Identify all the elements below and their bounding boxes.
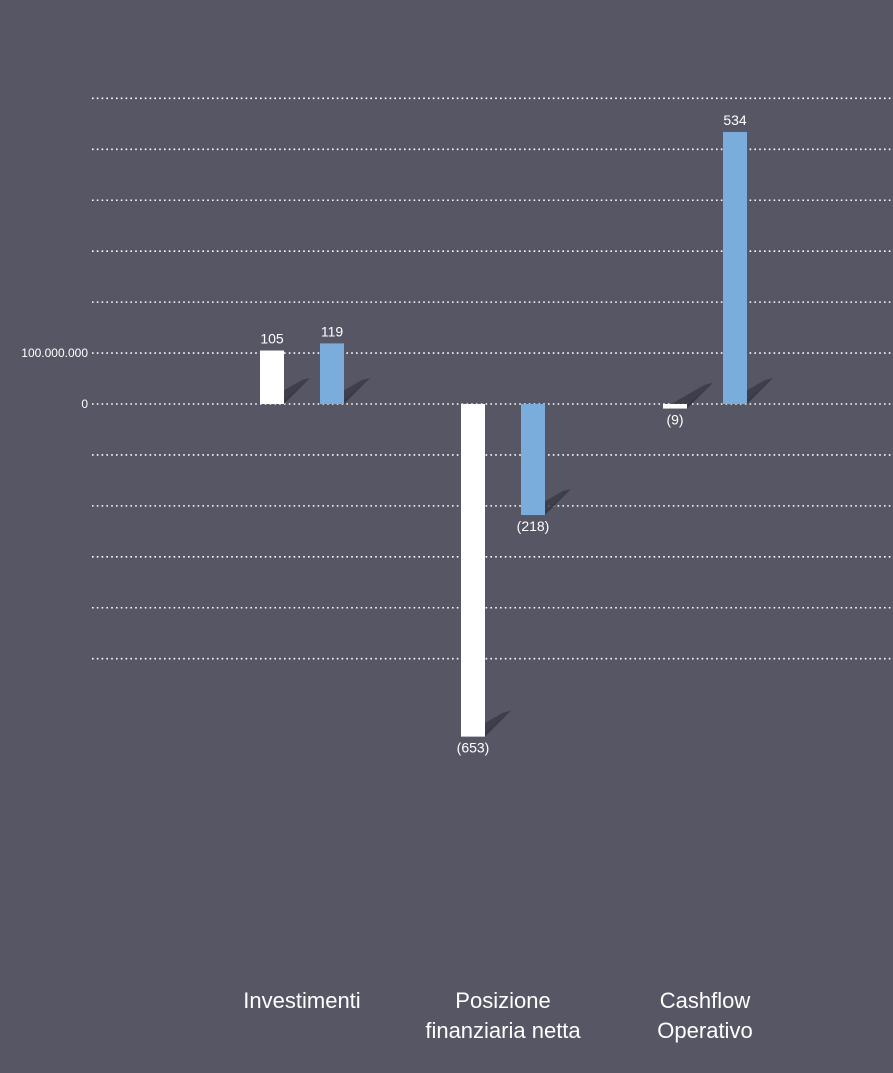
data-label: 534 [723,112,747,128]
y-tick-label: 100.000.000 [21,346,88,360]
x-tick-label: Cashflow [660,988,751,1013]
data-label: (653) [457,740,490,756]
bar [461,404,485,737]
x-tick-label: finanziaria netta [425,1018,581,1043]
gridlines [92,97,893,660]
bar [723,131,747,404]
bars [260,131,747,737]
bar [260,350,284,404]
x-tick-label: Investimenti [243,988,360,1013]
data-label: 105 [260,331,284,347]
data-label: 119 [321,323,344,339]
bar [320,343,344,404]
x-tick-label: Posizione [455,988,550,1013]
bar [663,404,687,409]
y-tick-label: 0 [81,397,88,411]
bar [521,404,545,516]
bar-shadow [663,382,713,409]
category-labels: Investimenti Posizione finanziaria netta Ca… [243,988,752,1043]
data-labels: 105 (653) (9) 119 (218) 534 [260,112,747,756]
x-tick-label: Operativo [657,1018,752,1043]
data-label: (9) [666,412,683,428]
data-label: (218) [517,518,550,534]
y-axis-ticks: 100.000.000 0 [21,346,88,411]
